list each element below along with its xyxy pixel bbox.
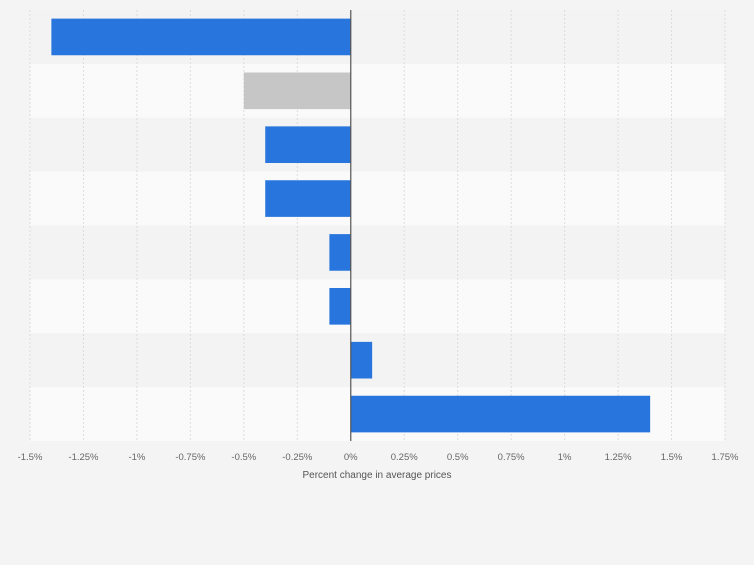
plot-band <box>30 225 725 280</box>
x-tick-label: 1.5% <box>661 452 683 463</box>
x-axis-label: Percent change in average prices <box>303 470 452 481</box>
x-tick-label: 1.25% <box>605 452 632 463</box>
x-tick-label: 1.75% <box>712 452 739 463</box>
bar[interactable] <box>329 234 351 271</box>
bar[interactable] <box>350 341 373 379</box>
x-tick-label: 0.25% <box>391 452 418 463</box>
plot-band <box>30 333 725 388</box>
bar[interactable] <box>265 180 351 217</box>
x-tick-label: 0% <box>344 452 358 463</box>
x-tick-label: 1% <box>558 452 572 463</box>
plot-band <box>30 171 725 226</box>
x-tick-label: -1.5% <box>18 452 43 463</box>
bar[interactable] <box>243 72 351 110</box>
x-tick-label: -1% <box>128 452 145 463</box>
x-tick-label: -0.25% <box>282 452 313 463</box>
x-tick-label: -0.5% <box>231 452 256 463</box>
x-tick-label: 0.5% <box>447 452 469 463</box>
x-tick-label: -0.75% <box>175 452 206 463</box>
x-tick-labels: -1.5% -1.25% -1% -0.75% -0.5% -0.25% 0% 0.25% 0.… <box>18 452 739 463</box>
bar[interactable] <box>265 126 351 164</box>
bar[interactable] <box>51 18 351 56</box>
bars <box>51 18 651 433</box>
bar[interactable] <box>350 395 651 433</box>
plot-bands <box>30 10 725 441</box>
x-tick-label: -1.25% <box>68 452 99 463</box>
plot-band <box>30 117 725 172</box>
plot-band <box>30 63 725 118</box>
bar[interactable] <box>329 287 351 325</box>
x-tick-label: 0.75% <box>498 452 525 463</box>
plot-band <box>30 279 725 334</box>
